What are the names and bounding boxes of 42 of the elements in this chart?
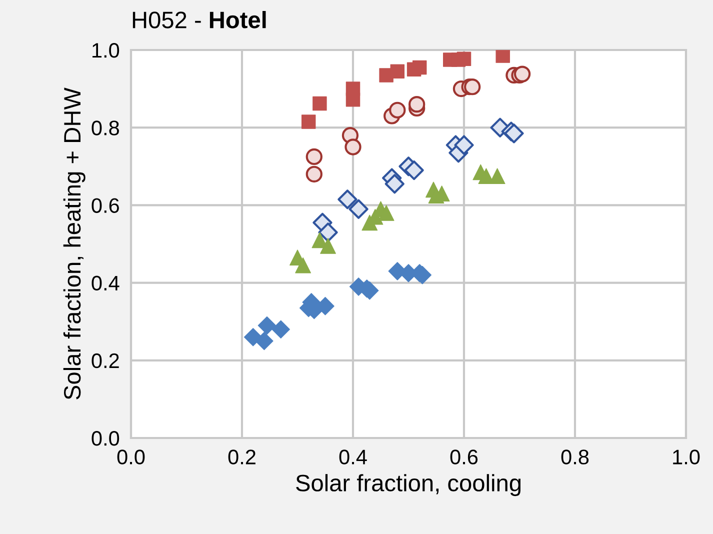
point [338, 190, 358, 210]
point [346, 82, 360, 96]
y-axis-title: Solar fraction, heating + DHW [63, 88, 86, 400]
y-tick-label: 0.4 [92, 276, 120, 291]
y-tick-label: 0.6 [92, 198, 119, 213]
y-tick-label: 0.2 [92, 353, 119, 368]
point [390, 64, 405, 78]
x-tick-label: 1.0 [673, 450, 700, 464]
point [454, 135, 474, 155]
point [404, 160, 424, 180]
x-axis-title: Solar fraction, cooling [296, 474, 521, 496]
x-tick-label: 0.6 [450, 450, 478, 464]
point [306, 166, 322, 182]
point [412, 60, 427, 75]
point [348, 199, 368, 219]
y-tick-label: 0.0 [92, 431, 120, 446]
point [514, 66, 531, 82]
point [320, 238, 336, 254]
point [258, 316, 276, 335]
point [295, 257, 312, 274]
point [384, 174, 404, 194]
point [456, 52, 472, 66]
point [344, 138, 362, 156]
x-tick-label: 0.0 [117, 450, 145, 464]
point [318, 222, 338, 242]
y-tick-label: 0.8 [92, 120, 119, 136]
point [312, 96, 327, 111]
y-tick-label: 1.0 [92, 43, 120, 58]
x-tick-label: 0.8 [561, 450, 589, 464]
point [464, 78, 481, 96]
point [272, 320, 290, 338]
point [496, 50, 510, 63]
point [255, 332, 274, 350]
point [378, 205, 394, 221]
point [408, 96, 426, 113]
point [316, 296, 334, 316]
chart-title: H052 - Hotel [132, 10, 266, 28]
x-tick-label: 0.4 [339, 450, 367, 464]
point [301, 114, 316, 129]
point [306, 148, 322, 166]
point [389, 102, 406, 118]
x-tick-label: 0.2 [228, 450, 256, 464]
